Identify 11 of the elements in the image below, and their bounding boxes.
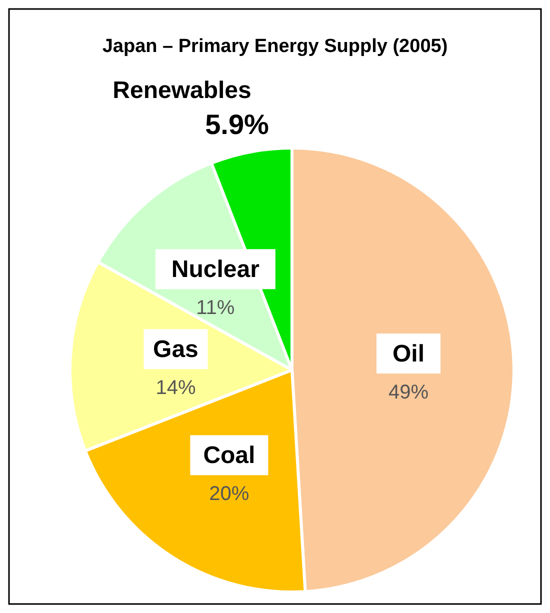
chart-title: Japan – Primary Energy Supply (2005) — [102, 36, 448, 57]
slice-label: Coal — [203, 442, 256, 470]
slice-label: Renewables — [112, 77, 252, 104]
data-label: 20% — [209, 483, 250, 506]
data-label: 14% — [156, 377, 196, 400]
data-label: 49% — [388, 382, 429, 404]
data-label: 5.9% — [205, 109, 270, 140]
slice-label: Oil — [392, 340, 425, 368]
slice-label: Nuclear — [171, 256, 260, 284]
data-label: 11% — [196, 297, 235, 320]
slice-label: Gas — [153, 336, 198, 364]
